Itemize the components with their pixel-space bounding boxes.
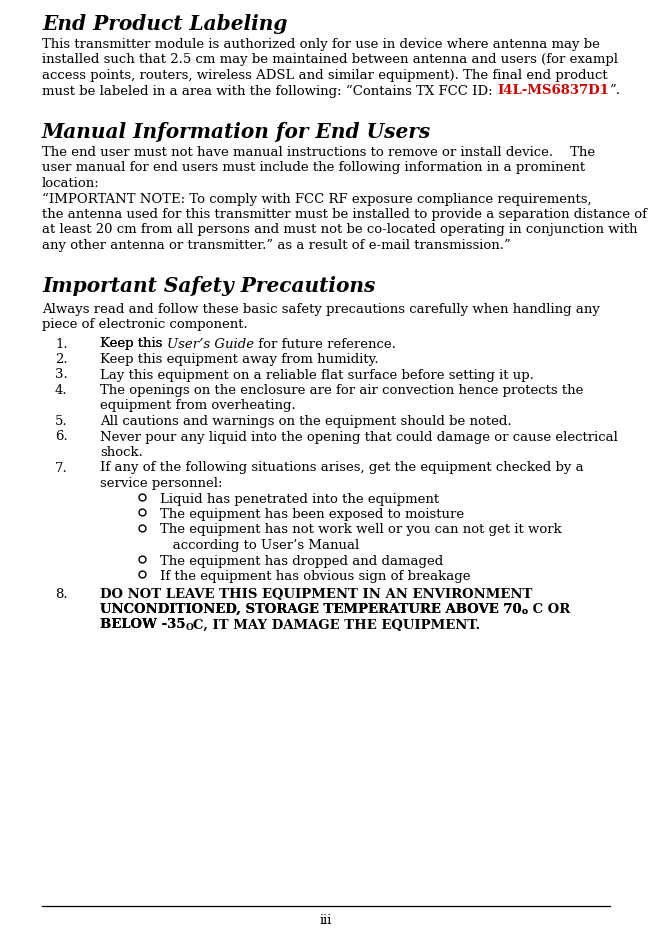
Text: any other antenna or transmitter.” as a result of e-mail transmission.”: any other antenna or transmitter.” as a … — [42, 239, 511, 252]
Text: C, IT MAY DAMAGE THE EQUIPMENT.: C, IT MAY DAMAGE THE EQUIPMENT. — [194, 618, 481, 631]
Text: End Product Labeling: End Product Labeling — [42, 14, 288, 34]
Text: DO NOT LEAVE THIS EQUIPMENT IN AN ENVIRONMENT: DO NOT LEAVE THIS EQUIPMENT IN AN ENVIRO… — [100, 587, 533, 601]
Text: Keep this equipment away from humidity.: Keep this equipment away from humidity. — [100, 353, 379, 366]
Text: at least 20 cm from all persons and must not be co-located operating in conjunct: at least 20 cm from all persons and must… — [42, 223, 638, 236]
Text: Manual Information for End Users: Manual Information for End Users — [42, 122, 431, 142]
Text: piece of electronic component.: piece of electronic component. — [42, 318, 248, 331]
Text: Keep this: Keep this — [100, 337, 167, 350]
Text: O: O — [186, 622, 194, 631]
Text: “IMPORTANT NOTE: To comply with FCC RF exposure compliance requirements,: “IMPORTANT NOTE: To comply with FCC RF e… — [42, 192, 591, 205]
Text: user manual for end users must include the following information in a prominent: user manual for end users must include t… — [42, 162, 585, 175]
Text: for future reference.: for future reference. — [254, 337, 396, 350]
Text: must be labeled in a area with the following: “Contains TX FCC ID:: must be labeled in a area with the follo… — [42, 84, 497, 98]
Text: If any of the following situations arises, get the equipment checked by a: If any of the following situations arise… — [100, 461, 584, 474]
Text: 1.: 1. — [55, 337, 68, 350]
Text: If the equipment has obvious sign of breakage: If the equipment has obvious sign of bre… — [160, 570, 471, 583]
Text: BELOW -35: BELOW -35 — [100, 618, 186, 631]
Text: UNCONDITIONED, STORAGE TEMPERATURE ABOVE 70: UNCONDITIONED, STORAGE TEMPERATURE ABOVE… — [100, 603, 522, 616]
Text: 2.: 2. — [55, 353, 68, 366]
Text: Keep this: Keep this — [100, 337, 167, 350]
Text: o: o — [522, 607, 527, 616]
Text: the antenna used for this transmitter must be installed to provide a separation : the antenna used for this transmitter mu… — [42, 208, 647, 221]
Text: o: o — [522, 607, 527, 616]
Text: Always read and follow these basic safety precautions carefully when handling an: Always read and follow these basic safet… — [42, 303, 600, 316]
Text: The end user must not have manual instructions to remove or install device.    T: The end user must not have manual instru… — [42, 146, 595, 159]
Text: 5.: 5. — [55, 415, 68, 428]
Text: The openings on the enclosure are for air convection hence protects the: The openings on the enclosure are for ai… — [100, 384, 584, 397]
Text: iii: iii — [320, 914, 332, 927]
Text: BELOW -35: BELOW -35 — [100, 618, 186, 631]
Text: 3.: 3. — [55, 369, 68, 381]
Text: Liquid has penetrated into the equipment: Liquid has penetrated into the equipment — [160, 492, 439, 505]
Text: All cautions and warnings on the equipment should be noted.: All cautions and warnings on the equipme… — [100, 415, 512, 428]
Text: This transmitter module is authorized only for use in device where antenna may b: This transmitter module is authorized on… — [42, 38, 600, 51]
Text: The equipment has dropped and damaged: The equipment has dropped and damaged — [160, 555, 443, 568]
Text: installed such that 2.5 cm may be maintained between antenna and users (for exam: installed such that 2.5 cm may be mainta… — [42, 53, 618, 66]
Text: The equipment has not work well or you can not get it work: The equipment has not work well or you c… — [160, 523, 562, 536]
Text: Never pour any liquid into the opening that could damage or cause electrical: Never pour any liquid into the opening t… — [100, 431, 618, 444]
Text: 4.: 4. — [55, 384, 68, 397]
Text: C OR: C OR — [527, 603, 570, 616]
Text: location:: location: — [42, 177, 100, 190]
Text: 8.: 8. — [55, 587, 68, 601]
Text: 6.: 6. — [55, 431, 68, 444]
Text: ”.: ”. — [609, 84, 620, 97]
Text: access points, routers, wireless ADSL and similar equipment). The final end prod: access points, routers, wireless ADSL an… — [42, 69, 608, 82]
Text: The equipment has been exposed to moisture: The equipment has been exposed to moistu… — [160, 508, 464, 521]
Text: shock.: shock. — [100, 446, 143, 459]
Text: equipment from overheating.: equipment from overheating. — [100, 400, 296, 413]
Text: UNCONDITIONED, STORAGE TEMPERATURE ABOVE 70: UNCONDITIONED, STORAGE TEMPERATURE ABOVE… — [100, 603, 522, 616]
Text: User’s Guide: User’s Guide — [167, 337, 254, 350]
Text: Lay this equipment on a reliable flat surface before setting it up.: Lay this equipment on a reliable flat su… — [100, 369, 534, 381]
Text: according to User’s Manual: according to User’s Manual — [160, 539, 359, 552]
Text: I4L-MS6837D1: I4L-MS6837D1 — [497, 84, 609, 97]
Text: service personnel:: service personnel: — [100, 477, 222, 490]
Text: 7.: 7. — [55, 461, 68, 474]
Text: Important Safety Precautions: Important Safety Precautions — [42, 276, 376, 296]
